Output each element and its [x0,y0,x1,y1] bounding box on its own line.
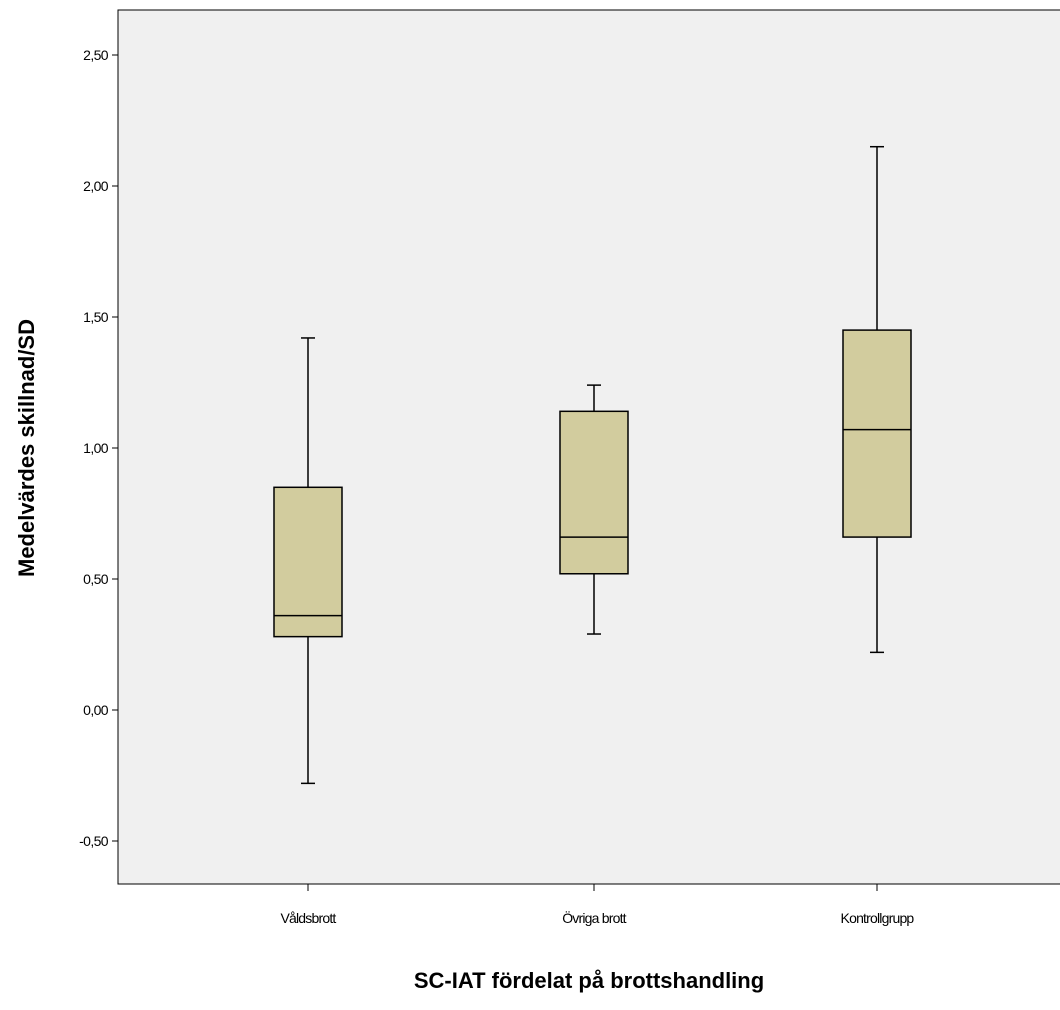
y-tick-label: 2,50 [83,47,109,63]
y-axis-title: Medelvärdes skillnad/SD [14,319,39,577]
box [559,410,629,575]
boxes [273,145,912,785]
box-group [559,384,629,635]
x-tick-label: Övriga brott [562,909,626,926]
x-axis: Våldsbrott Övriga brott Kontrollgrupp [280,884,915,926]
y-tick-label: -0,50 [79,833,109,849]
y-tick-label: 0,50 [83,571,109,587]
y-axis: -0,50 0,00 0,50 1,00 1,50 2,00 2,50 [79,47,118,849]
x-axis-title: SC-IAT fördelat på brottshandling [414,968,764,993]
x-tick-label: Kontrollgrupp [841,910,915,926]
y-tick-label: 1,00 [83,440,109,456]
y-tick-label: 0,00 [83,702,109,718]
box [842,329,912,538]
box [273,486,343,638]
y-tick-label: 2,00 [83,178,109,194]
y-tick-label: 1,50 [83,309,109,325]
x-tick-label: Våldsbrott [280,910,336,926]
box-group [273,337,343,785]
box-group [842,145,912,654]
